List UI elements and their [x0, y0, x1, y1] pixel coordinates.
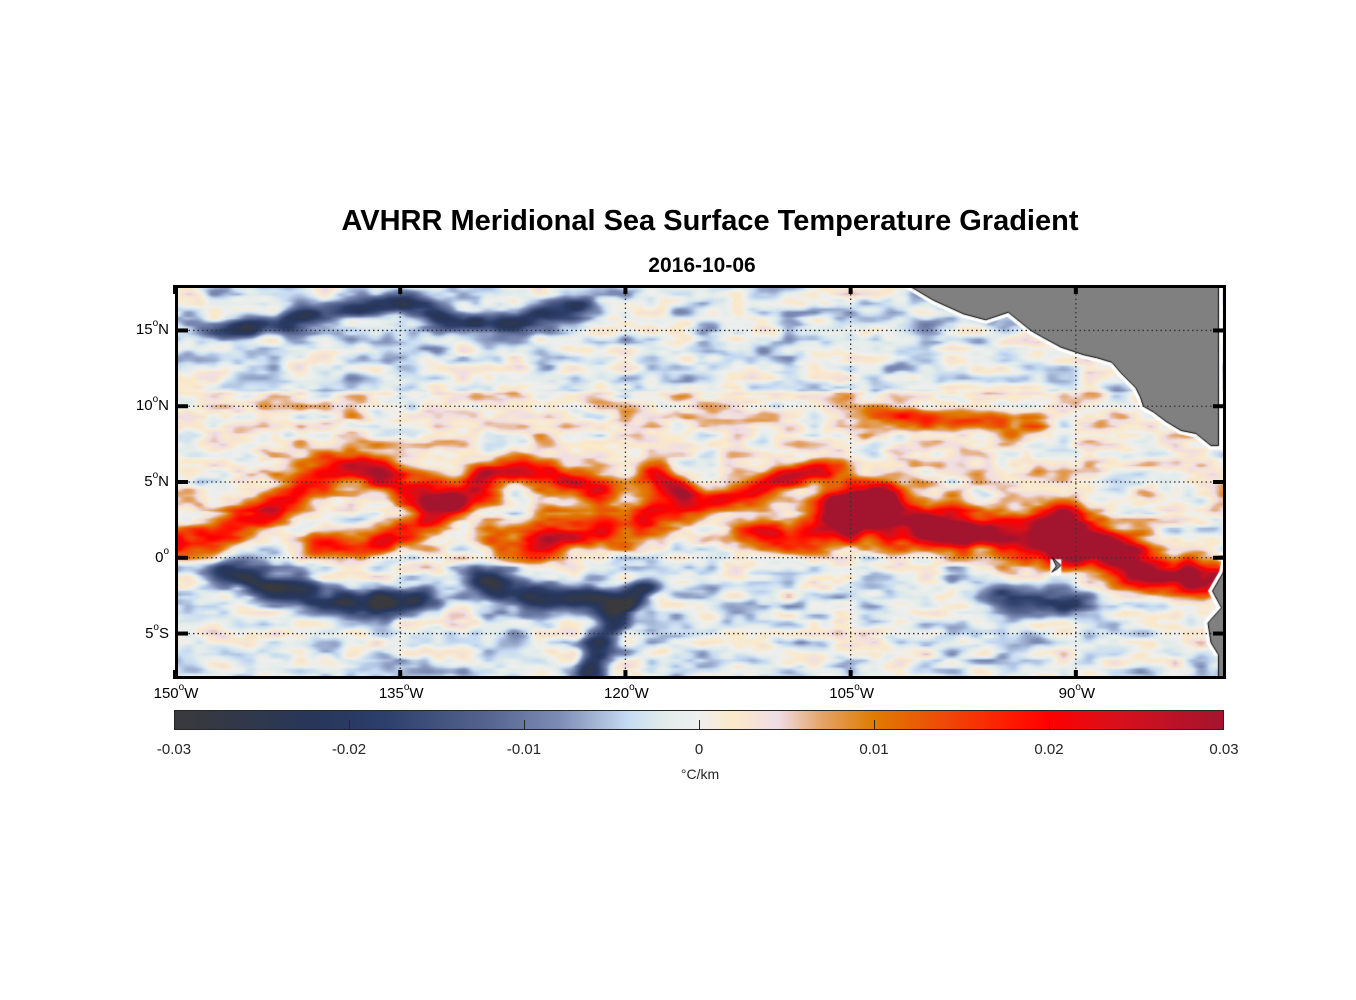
colorbar-tick-label: 0.02 — [1034, 741, 1064, 758]
y-tick-label: 5oS — [145, 621, 169, 642]
colorbar-tick-label: 0 — [694, 741, 704, 758]
colorbar-unit-label: °C/km — [680, 766, 720, 782]
colorbar-tick — [874, 720, 875, 730]
y-tick-label: 0o — [155, 545, 169, 566]
colorbar-tick-label: -0.03 — [156, 741, 192, 758]
y-tick-label: 15oN — [135, 318, 169, 339]
sst-gradient-field — [175, 285, 1226, 679]
x-tick-label: 135oW — [378, 682, 424, 703]
map-frame — [175, 285, 1226, 679]
colorbar-tick-label: -0.02 — [331, 741, 367, 758]
colorbar-tick — [1049, 720, 1050, 730]
colorbar-tick — [349, 720, 350, 730]
colorbar-tick-label: -0.01 — [506, 741, 542, 758]
x-tick-label: 90oW — [1058, 682, 1096, 703]
chart-title: AVHRR Meridional Sea Surface Temperature… — [341, 205, 1079, 237]
map-plot-area — [173, 285, 1226, 679]
map-overlay — [173, 285, 1226, 679]
y-tick-label: 5oN — [144, 470, 169, 491]
colorbar-tick — [699, 720, 700, 730]
y-tick-label: 10oN — [135, 394, 169, 415]
x-tick-label: 105oW — [829, 682, 875, 703]
colorbar-tick — [524, 720, 525, 730]
chart-subtitle: 2016-10-06 — [648, 254, 756, 277]
colorbar-tick-label: 0.03 — [1209, 741, 1239, 758]
x-tick-label: 120oW — [604, 682, 649, 703]
colorbar-tick-label: 0.01 — [859, 741, 889, 758]
x-tick-label: 150oW — [153, 682, 199, 703]
